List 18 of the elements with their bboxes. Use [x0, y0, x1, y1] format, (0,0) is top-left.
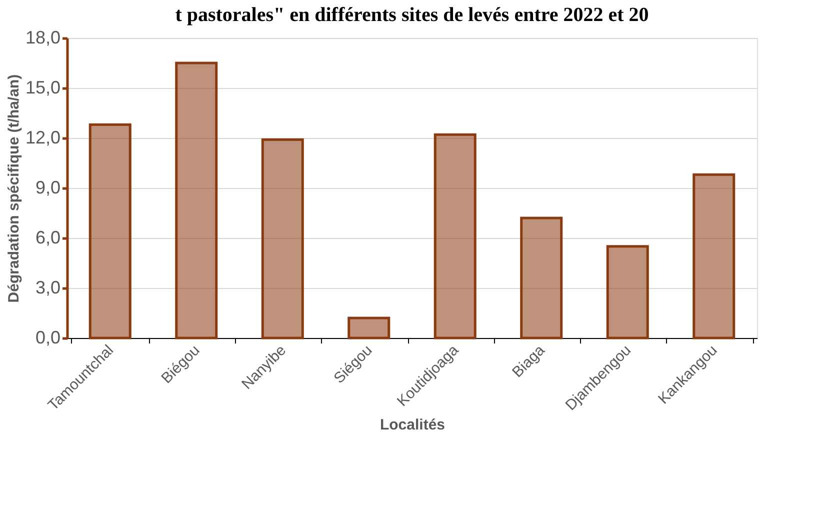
y-tick-label: 9,0 [35, 178, 60, 198]
bar [88, 123, 132, 340]
bar [261, 138, 304, 340]
bar [692, 173, 736, 340]
bar [520, 216, 563, 340]
y-tick-label: 3,0 [35, 278, 60, 298]
chart-title: t pastorales" en différents sites de levés entre 2022 et 20 [175, 4, 649, 26]
y-tick-label: 15,0 [25, 78, 60, 98]
bar [606, 245, 649, 340]
y-tick-label: 18,0 [25, 28, 60, 48]
bar [348, 316, 390, 340]
bar [175, 62, 218, 340]
bar [434, 133, 476, 340]
y-tick-label: 0,0 [35, 328, 60, 348]
y-axis-title: Dégradation spécifique (t/ha/an) [5, 74, 22, 303]
x-axis-title: Localités [380, 416, 446, 434]
y-tick-label: 12,0 [25, 128, 60, 148]
y-tick-label: 6,0 [35, 228, 60, 248]
